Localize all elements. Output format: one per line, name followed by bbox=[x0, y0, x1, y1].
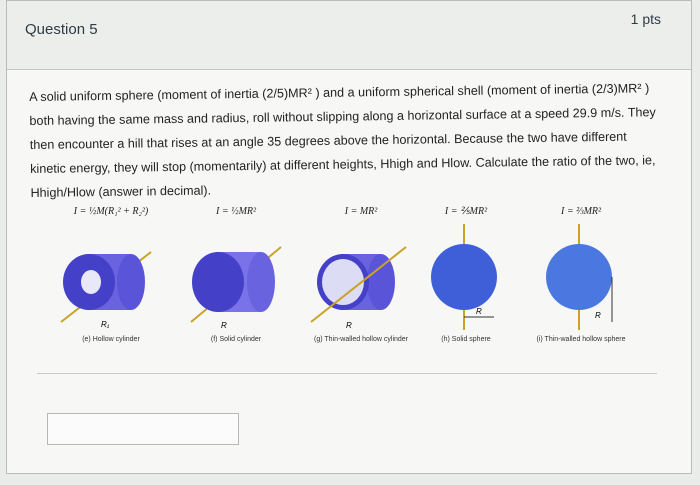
caption: (i) Thin-walled hollow sphere bbox=[536, 336, 626, 343]
solid-sphere-icon: R bbox=[431, 224, 497, 330]
svg-text:R₁: R₁ bbox=[101, 320, 110, 329]
formula: I = ⅖MR² bbox=[444, 206, 488, 217]
question-title: Question 5 bbox=[25, 21, 98, 38]
caption: (f) Solid cylinder bbox=[210, 336, 262, 343]
question-header: Question 5 1 pts bbox=[7, 1, 691, 70]
figure-item-hollow-cylinder: I = ½M(R₁² + R₂²) R₁ (e) Hollow cylinder bbox=[51, 206, 171, 343]
svg-text:R: R bbox=[476, 307, 482, 316]
svg-text:R: R bbox=[221, 321, 227, 330]
svg-text:R: R bbox=[595, 311, 601, 320]
caption: (g) Thin-walled hollow cylinder bbox=[313, 336, 409, 343]
question-text: A solid uniform sphere (moment of inerti… bbox=[29, 81, 656, 200]
figure-item-thin-walled-hollow-sphere: I = ⅔MR² R (i) Thin-walled hollow sphere bbox=[521, 206, 641, 343]
formula: I = ½M(R₁² + R₂²) bbox=[73, 206, 149, 217]
formula: I = ⅔MR² bbox=[560, 206, 601, 217]
thin-walled-hollow-cylinder-icon: R bbox=[310, 246, 407, 330]
thin-walled-hollow-sphere-icon: R bbox=[546, 224, 613, 330]
svg-text:R: R bbox=[346, 321, 352, 330]
question-panel: Question 5 1 pts A solid uniform sphere … bbox=[6, 0, 692, 474]
hollow-cylinder-icon: R₁ bbox=[60, 251, 152, 329]
moment-of-inertia-figure: I = ½M(R₁² + R₂²) R₁ (e) Hollow cylinder… bbox=[51, 206, 651, 366]
solid-cylinder-icon: R bbox=[190, 246, 282, 330]
caption: (e) Hollow cylinder bbox=[82, 336, 140, 343]
figure-item-solid-cylinder: I = ½MR² R (f) Solid cylinder bbox=[176, 206, 296, 343]
question-points: 1 pts bbox=[630, 11, 661, 27]
figure-item-solid-sphere: I = ⅖MR² R (h) Solid sphere bbox=[406, 206, 526, 343]
answer-input[interactable] bbox=[47, 413, 239, 445]
figure-item-thin-walled-hollow-cylinder: I = MR² R (g) Thin-walled hollow cylinde… bbox=[301, 206, 421, 343]
caption: (h) Solid sphere bbox=[441, 336, 491, 343]
formula: I = MR² bbox=[344, 206, 378, 217]
divider bbox=[37, 373, 657, 374]
formula: I = ½MR² bbox=[215, 206, 256, 217]
